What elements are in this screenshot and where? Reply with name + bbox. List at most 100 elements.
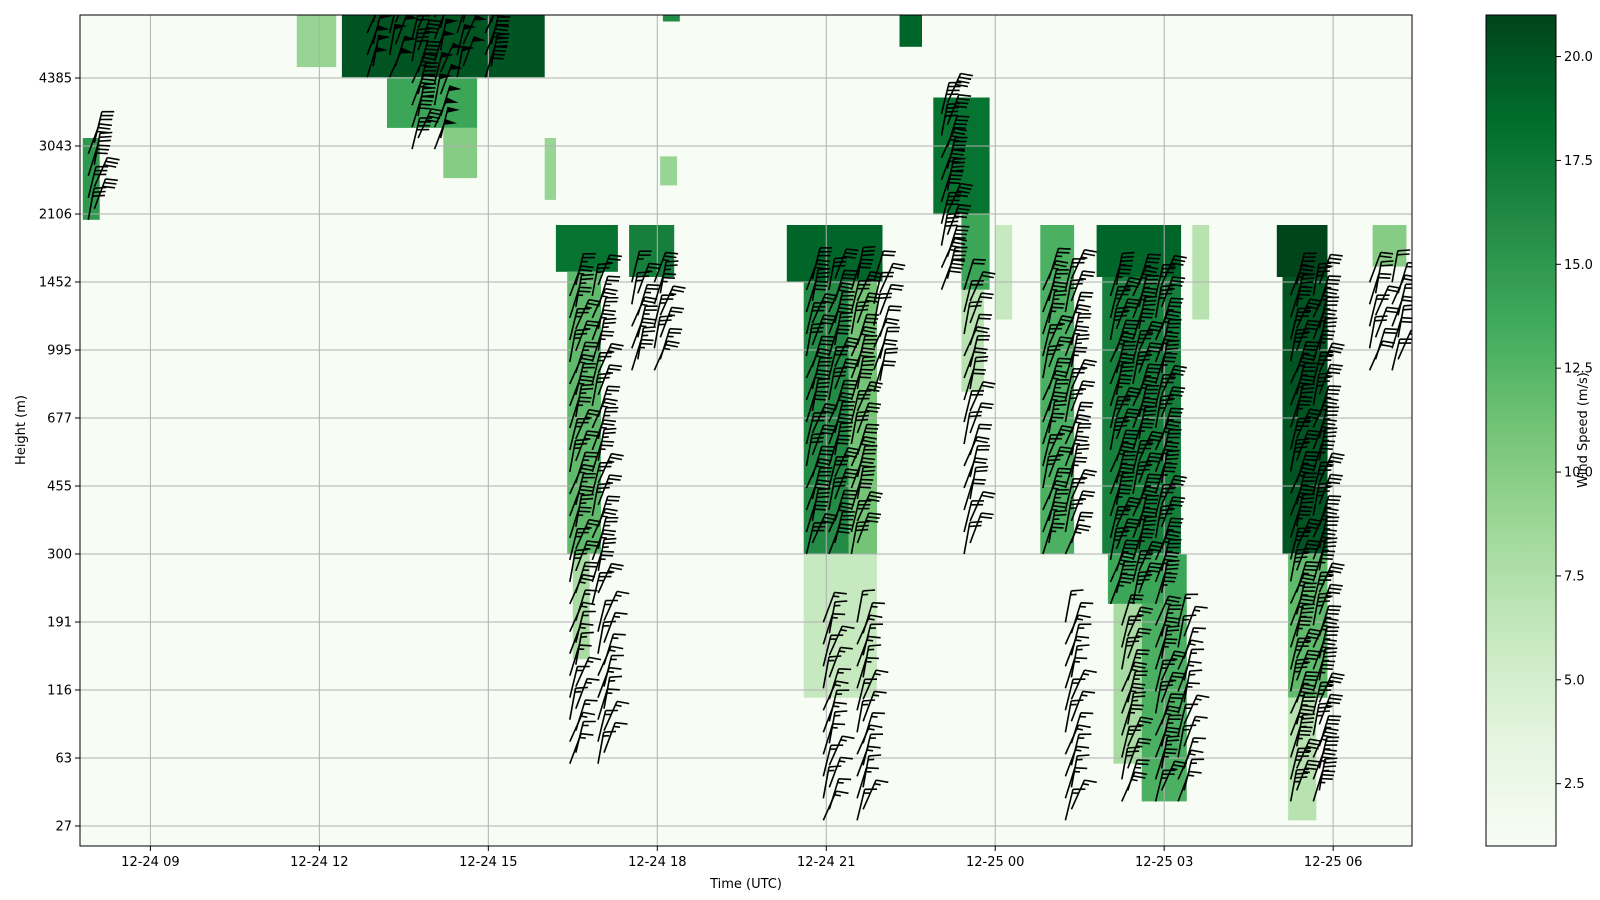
- wind-barb-205: [834, 468, 859, 500]
- wind-barb-517: [1121, 636, 1140, 670]
- wind-barb-387: [1070, 333, 1090, 368]
- wind-barb-397: [1070, 779, 1097, 810]
- y-tick-label-3: 191: [47, 616, 72, 631]
- wind-barb-405: [1070, 690, 1096, 722]
- wind-barb-19: [394, 15, 419, 45]
- wind-barb-193: [811, 314, 836, 346]
- x-axis-label: Time (UTC): [709, 877, 782, 892]
- wind-barb-55: [462, 15, 488, 45]
- wind-barb-213: [834, 379, 857, 412]
- wind-barb-414: [1064, 589, 1084, 623]
- wind-barb-329: [963, 410, 983, 445]
- wind-barb-163: [637, 262, 662, 294]
- wind-barb-266: [828, 756, 853, 788]
- wind-barb-371: [1070, 511, 1094, 544]
- colorbar: 2.5 5.0 7.5 10.0 12.5 15.0 17.5 20.0 Wind Speed…: [1485, 14, 1593, 847]
- x-tick-label-3: 12-24 18: [628, 855, 686, 870]
- wind-barb-275: [822, 655, 842, 689]
- y-tick-label-7: 995: [47, 344, 72, 359]
- wind-barb-225: [834, 248, 859, 280]
- wind-barb-336: [969, 335, 990, 368]
- wind-barb-330: [969, 402, 994, 434]
- wind-barb-18: [388, 23, 408, 56]
- wind-barb-95: [575, 273, 594, 308]
- x-tick-label-7: 12-25 06: [1304, 855, 1362, 870]
- wind-barb-253: [879, 347, 899, 381]
- wind-barb-251: [856, 245, 876, 280]
- wind-barb-133: [575, 677, 600, 709]
- wind-barb-538: [1154, 595, 1181, 626]
- wind-barb-52: [456, 45, 475, 78]
- wind-barb-355: [1048, 399, 1068, 434]
- wind-barb-404: [1064, 699, 1084, 733]
- wind-barb-508: [1127, 737, 1152, 769]
- wind-barb-131: [575, 699, 598, 731]
- wind-barb-162: [631, 271, 650, 305]
- wind-barb-229: [856, 491, 883, 522]
- wind-barb-142: [597, 730, 617, 764]
- wind-barb-493: [1154, 373, 1176, 407]
- wind-barb-289: [862, 712, 885, 744]
- y-tick-label-9: 2106: [39, 208, 72, 223]
- heatmap-cell-21: [995, 225, 1013, 320]
- wind-barb-125: [597, 275, 621, 308]
- wind-barb-41: [439, 85, 462, 117]
- wind-barb-42: [433, 73, 453, 106]
- wind-barb-51: [441, 0, 462, 6]
- wind-barb-399: [1070, 754, 1090, 788]
- wind-barb-66: [485, 0, 503, 11]
- wind-barb-105: [597, 495, 621, 528]
- wind-barb-591: [1295, 383, 1315, 417]
- wind-barb-48: [433, 15, 445, 40]
- wind-barb-382: [1064, 388, 1084, 423]
- x-tick-label-0: 12-24 09: [121, 855, 179, 870]
- wind-barb-70: [569, 548, 588, 583]
- heatmap-cell-6: [555, 225, 618, 272]
- wind-barb-520: [1127, 606, 1154, 637]
- wind-barb-37: [418, 0, 436, 6]
- wind-barb-143: [603, 721, 628, 753]
- wind-barb-535: [1160, 625, 1180, 659]
- wind-barb-283: [862, 779, 889, 810]
- wind-barb-270: [828, 710, 848, 744]
- wind-barb-531: [1160, 671, 1186, 703]
- wind-barb-119: [597, 342, 624, 374]
- wind-barb-430: [1115, 408, 1141, 440]
- wind-barb-304: [946, 225, 970, 257]
- wind-barb-167: [653, 315, 673, 349]
- wind-barb-278: [828, 625, 855, 656]
- wind-barb-613: [1318, 672, 1345, 703]
- wind-barb-413: [1070, 602, 1094, 634]
- wind-barb-581: [1295, 493, 1315, 527]
- wind-barb-297: [862, 623, 884, 656]
- wind-barb-641: [1318, 363, 1343, 395]
- wind-barb-603: [1295, 252, 1317, 285]
- wind-barb-438: [1115, 319, 1139, 352]
- wind-barb-65: [490, 15, 495, 23]
- heatmap-cell-11: [660, 156, 677, 186]
- y-tick-label-10: 3043: [39, 140, 72, 155]
- wind-barb-255: [879, 326, 900, 359]
- plot-frame: [79, 14, 1413, 847]
- wind-barb-350: [1042, 454, 1062, 489]
- wind-barb-277: [822, 634, 844, 667]
- wind-barb-151: [603, 633, 626, 665]
- wind-barb-183: [811, 424, 836, 456]
- wind-barb-540: [1183, 758, 1205, 791]
- heatmap-cell-1: [296, 15, 337, 68]
- colorbar-gradient: [1485, 14, 1557, 847]
- wind-barb-480: [1160, 517, 1184, 550]
- wind-barb-310: [946, 157, 966, 191]
- wind-barb-351: [1048, 446, 1073, 478]
- wind-barb-32: [411, 28, 431, 62]
- wind-barb-257: [879, 305, 902, 337]
- wind-barb-548: [1183, 669, 1203, 703]
- colorbar-tick-label-0: 2.5: [1564, 777, 1585, 792]
- wind-barb-152: [597, 620, 617, 654]
- wind-barb-164: [631, 250, 652, 283]
- wind-barb-9: [372, 34, 391, 67]
- wind-barb-653: [1374, 327, 1398, 360]
- wind-barb-230: [850, 478, 874, 511]
- wind-barb-466: [1138, 342, 1163, 374]
